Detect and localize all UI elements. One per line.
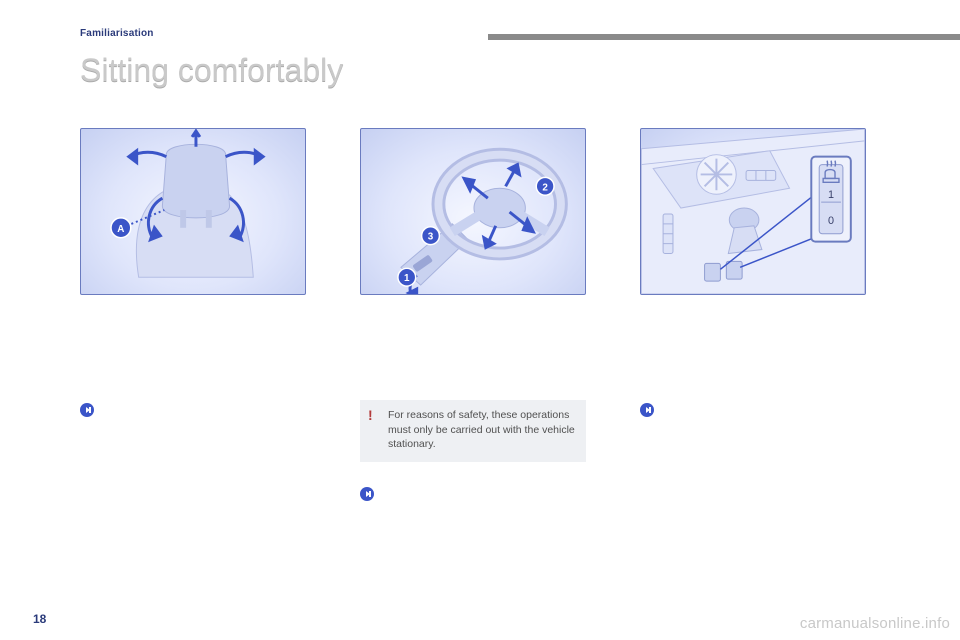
warning-icon: !: [368, 406, 373, 426]
figure-steering-wheel: 1 2 3: [360, 128, 586, 295]
figure-head-restraint: A: [80, 128, 306, 295]
next-icon: [640, 403, 654, 417]
col-2: ! For reasons of safety, these operation…: [360, 400, 586, 502]
badge-1: 1: [404, 273, 410, 284]
safety-note: ! For reasons of safety, these operation…: [360, 400, 586, 462]
figures-row: A: [80, 128, 900, 295]
top-rule: [488, 34, 960, 40]
page-number: 18: [33, 612, 46, 626]
badge-2: 2: [542, 182, 548, 193]
columns: ! For reasons of safety, these operation…: [80, 400, 900, 502]
page-title: Sitting comfortably: [80, 52, 343, 89]
next-icon: [360, 487, 374, 501]
section-label: Familiarisation: [80, 28, 154, 39]
badge-a: A: [117, 224, 124, 235]
col-1: [80, 400, 306, 502]
next-icon: [80, 403, 94, 417]
safety-note-text: For reasons of safety, these operations …: [388, 409, 575, 450]
figure-heated-seat-console: 1 0: [640, 128, 866, 295]
col-3: [640, 400, 866, 502]
badge-3: 3: [428, 232, 434, 243]
switch-label-1: 1: [828, 189, 834, 201]
switch-label-0: 0: [828, 215, 834, 227]
watermark: carmanualsonline.info: [800, 615, 950, 632]
